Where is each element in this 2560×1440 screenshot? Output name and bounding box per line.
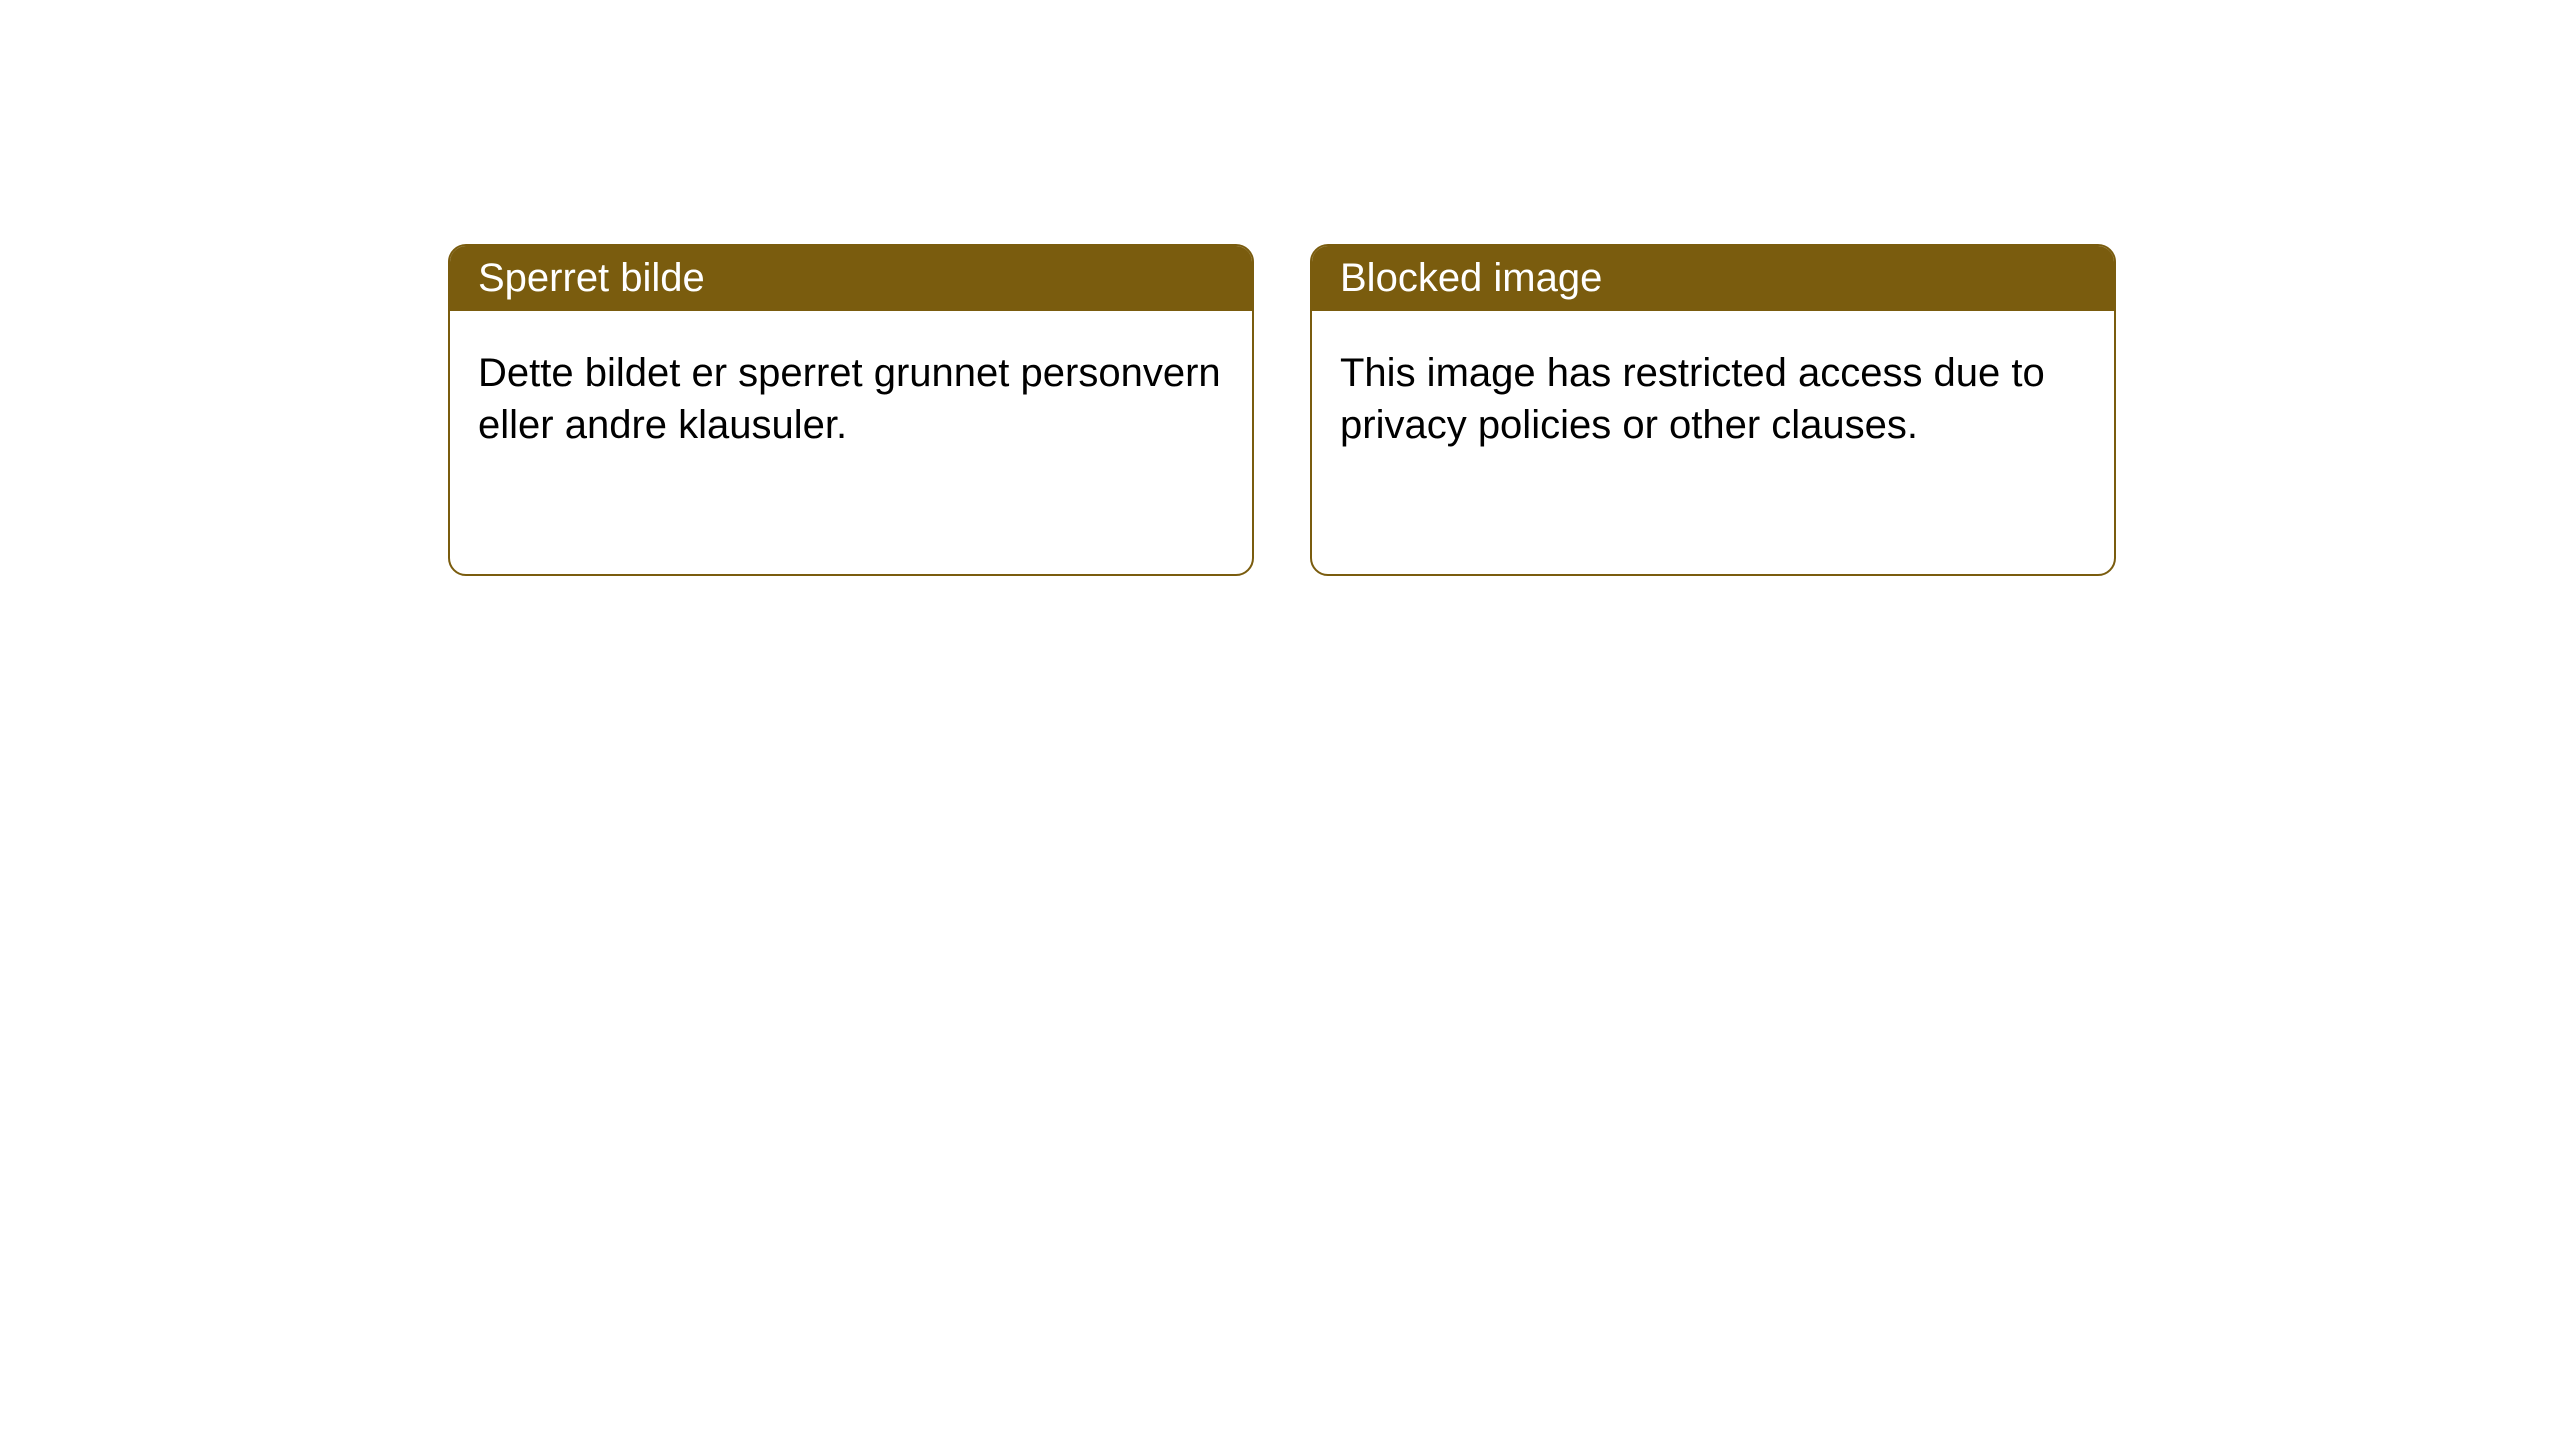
card-body: Dette bildet er sperret grunnet personve… [450, 311, 1252, 487]
notice-card-english: Blocked image This image has restricted … [1310, 244, 2116, 576]
card-body-text: This image has restricted access due to … [1340, 351, 2045, 447]
card-header: Sperret bilde [450, 246, 1252, 311]
card-header: Blocked image [1312, 246, 2114, 311]
card-body: This image has restricted access due to … [1312, 311, 2114, 487]
card-title: Sperret bilde [478, 256, 705, 300]
notice-card-norwegian: Sperret bilde Dette bildet er sperret gr… [448, 244, 1254, 576]
card-title: Blocked image [1340, 256, 1602, 300]
notice-container: Sperret bilde Dette bildet er sperret gr… [0, 0, 2560, 576]
card-body-text: Dette bildet er sperret grunnet personve… [478, 351, 1221, 447]
